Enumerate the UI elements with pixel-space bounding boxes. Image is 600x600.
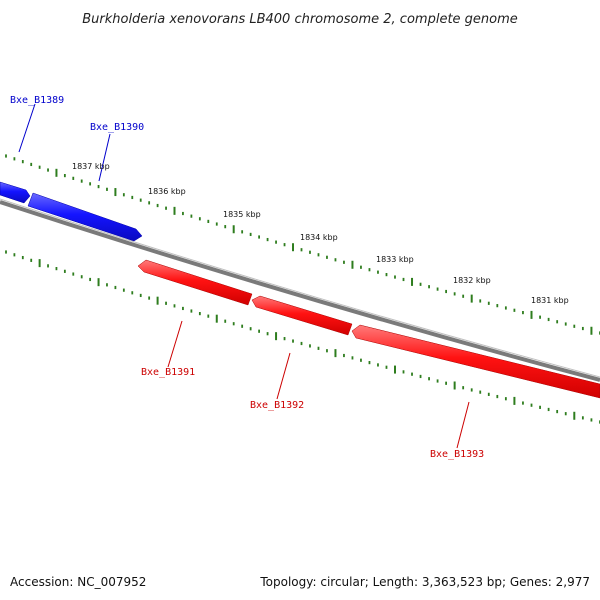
outer-tick-track	[5, 154, 600, 335]
leader-line-Bxe_B1389	[18, 103, 36, 153]
scale-label-1834: 1834 kbp	[300, 233, 338, 242]
leader-line-Bxe_B1391	[167, 320, 183, 368]
backbone-line	[0, 200, 600, 382]
backbone-highlight	[0, 198, 600, 378]
gene-Bxe_B1390[interactable]	[27, 192, 143, 242]
gene-label-Bxe_B1392[interactable]: Bxe_B1392	[250, 400, 304, 411]
gene-Bxe_B1391[interactable]	[137, 259, 253, 306]
inner-tick-track	[5, 250, 600, 424]
gene-label-Bxe_B1393[interactable]: Bxe_B1393	[430, 449, 484, 460]
map-title: Burkholderia xenovorans LB400 chromosome…	[82, 12, 518, 27]
gene-label-Bxe_B1389[interactable]: Bxe_B1389	[10, 95, 64, 106]
scale-label-1835: 1835 kbp	[223, 210, 261, 219]
gene-label-Bxe_B1391[interactable]: Bxe_B1391	[141, 367, 195, 378]
leader-line-Bxe_B1393	[456, 401, 470, 449]
gene-label-Bxe_B1390[interactable]: Bxe_B1390	[90, 122, 144, 133]
scale-label-1832: 1832 kbp	[453, 276, 491, 285]
scale-label-1833: 1833 kbp	[376, 255, 414, 264]
accession-text: Accession: NC_007952	[10, 575, 146, 589]
gene-Bxe_B1389[interactable]	[0, 181, 31, 204]
genome-summary-text: Topology: circular; Length: 3,363,523 bp…	[259, 575, 590, 589]
leader-line-Bxe_B1390	[98, 133, 111, 182]
leader-line-Bxe_B1392	[276, 352, 291, 400]
scale-label-1836: 1836 kbp	[148, 187, 186, 196]
scale-label-1831: 1831 kbp	[531, 296, 569, 305]
gene-Bxe_B1392[interactable]	[251, 295, 353, 336]
gene-Bxe_B1393[interactable]	[351, 324, 600, 399]
scale-label-1837: 1837 kbp	[72, 162, 110, 171]
